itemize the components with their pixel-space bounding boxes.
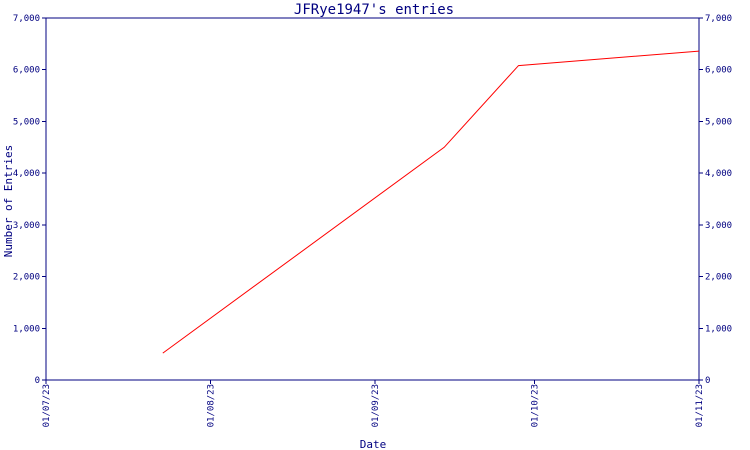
series-layer bbox=[162, 50, 700, 354]
y-tick-label-left: 4,000 bbox=[13, 169, 40, 179]
y-axis-label: Number of Entries bbox=[2, 145, 15, 258]
y-tick-label-left: 3,000 bbox=[13, 221, 40, 231]
y-tick-label-left: 1,000 bbox=[13, 324, 40, 334]
x-tick-label: 01/10/23 bbox=[530, 384, 540, 427]
y-tick-label-left: 2,000 bbox=[13, 273, 40, 283]
y-tick-label-right: 1,000 bbox=[705, 324, 732, 334]
y-tick-label-right: 6,000 bbox=[705, 66, 732, 76]
y-tick-label-right: 3,000 bbox=[705, 221, 732, 231]
x-tick-label: 01/07/23 bbox=[42, 384, 52, 427]
y-tick-label-right: 5,000 bbox=[705, 117, 732, 127]
y-tick-label-left: 5,000 bbox=[13, 117, 40, 127]
chart-title: JFRye1947's entries bbox=[294, 2, 454, 18]
x-axis: 01/07/23 01/08/23 01/09/23 01/10/23 01/11/23 bbox=[42, 380, 705, 427]
y-tick-label-right: 7,000 bbox=[705, 14, 732, 24]
y-tick-label-right: 4,000 bbox=[705, 169, 732, 179]
y-tick-label-left: 7,000 bbox=[13, 14, 40, 24]
y-tick-label-left: 0 bbox=[35, 376, 40, 386]
x-axis-label: Date bbox=[360, 438, 387, 450]
y-axis-left: 0 1,000 2,000 3,000 4,000 5,000 6,000 7,000 bbox=[13, 14, 46, 386]
y-tick-label-left: 6,000 bbox=[13, 66, 40, 76]
x-tick-label: 01/11/23 bbox=[695, 384, 705, 427]
y-axis-right: 0 1,000 2,000 3,000 4,000 5,000 6,000 7,000 bbox=[699, 14, 732, 386]
series-line bbox=[162, 50, 700, 354]
y-tick-label-right: 0 bbox=[705, 376, 710, 386]
y-tick-label-right: 2,000 bbox=[705, 273, 732, 283]
axes bbox=[45, 17, 700, 381]
x-tick-label: 01/08/23 bbox=[207, 384, 217, 427]
x-tick-label: 01/09/23 bbox=[371, 384, 381, 427]
